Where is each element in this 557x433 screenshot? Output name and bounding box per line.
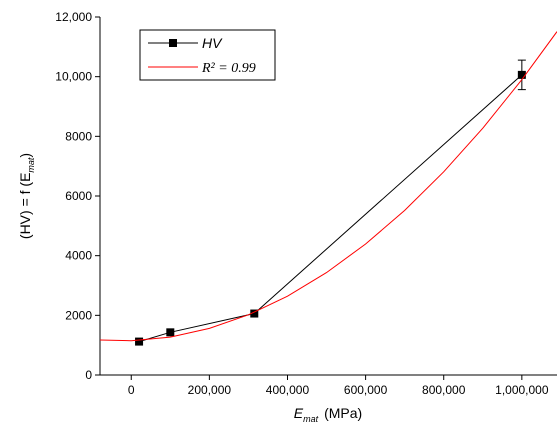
legend-label: HV bbox=[202, 35, 223, 51]
legend-marker bbox=[169, 39, 177, 47]
x-label-sub: mat bbox=[303, 414, 319, 424]
x-tick-label: 200,000 bbox=[188, 383, 232, 397]
x-tick-label: 600,000 bbox=[344, 383, 388, 397]
y-tick-label: 6000 bbox=[65, 189, 92, 203]
marker bbox=[250, 309, 259, 318]
x-label-text: E bbox=[294, 405, 304, 421]
y-tick-label: 0 bbox=[85, 368, 92, 382]
y-label-text: (HV) = f (E bbox=[17, 173, 33, 240]
x-tick-label: 1,000,000 bbox=[495, 383, 549, 397]
y-tick-label: 12,000 bbox=[55, 10, 92, 24]
x-axis-label: Emat (MPa) bbox=[294, 405, 362, 424]
y-tick-label: 2000 bbox=[65, 308, 92, 322]
x-tick-label: 800,000 bbox=[422, 383, 466, 397]
y-tick-label: 10,000 bbox=[55, 70, 92, 84]
y-label-text: ) bbox=[17, 153, 33, 158]
y-label-sub: mat bbox=[26, 157, 36, 173]
marker bbox=[517, 70, 526, 79]
legend-box bbox=[139, 29, 276, 81]
x-tick-label: 400,000 bbox=[266, 383, 310, 397]
x-label-text: (MPa) bbox=[324, 405, 362, 421]
y-tick-label: 8000 bbox=[65, 129, 92, 143]
series-line bbox=[99, 31, 557, 342]
legend-label: R² = 0.99 bbox=[201, 61, 256, 76]
y-tick-label: 4000 bbox=[65, 249, 92, 263]
marker bbox=[135, 337, 144, 346]
marker bbox=[166, 328, 175, 337]
series-line bbox=[138, 74, 523, 343]
x-tick-label: 0 bbox=[128, 383, 135, 397]
y-axis-label: (HV) = f (Emat) bbox=[17, 153, 36, 239]
